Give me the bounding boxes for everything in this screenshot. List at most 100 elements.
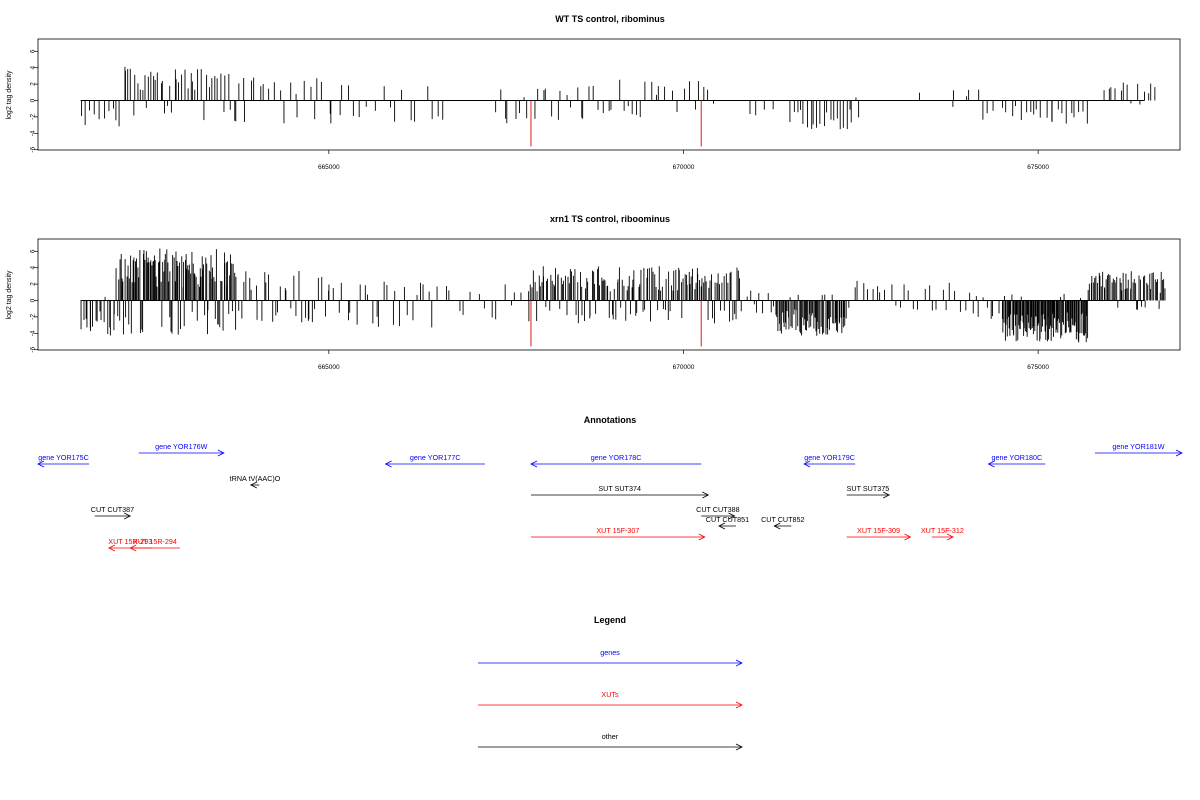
feature-xut: XUT 15F-312 — [921, 526, 964, 541]
y-tick-label: 2 — [30, 282, 37, 286]
legend-label: other — [602, 732, 619, 741]
panel-xrn1: xrn1 TS control, riboominus log2 tag den… — [6, 214, 1181, 371]
y-tick-label: 0 — [30, 298, 37, 302]
feature-xut: XUT 15F-307 — [530, 526, 706, 541]
y-axis-label: log2 tag density — [6, 70, 13, 120]
feature-other: tRNA tV(AAC)O — [230, 474, 281, 489]
x-tick-label: 675000 — [1027, 164, 1049, 171]
annotations-title: Annotations — [584, 415, 637, 425]
y-tick-label: 2 — [30, 82, 37, 86]
arrow-head — [735, 743, 743, 751]
plot-frame — [37, 38, 1181, 151]
y-tick-label: -4 — [30, 130, 37, 136]
legend: Legend genes XUTs other — [478, 615, 743, 751]
legend-entry: XUTs — [478, 690, 743, 709]
y-axis: 6 4 2 0 -2 -4 -6 — [30, 49, 38, 153]
feature-label: XUT 15F-309 — [857, 526, 900, 535]
y-tick-label: 4 — [30, 66, 37, 70]
arrow-head — [37, 460, 45, 468]
arrow-head — [384, 460, 392, 468]
y-tick-label: -6 — [30, 346, 37, 352]
arrow-head — [530, 460, 538, 468]
feature-label: gene YOR181W — [1112, 442, 1164, 451]
arrow-head — [728, 512, 736, 520]
feature-label: CUT CUT851 — [706, 515, 749, 524]
arrow-head — [702, 491, 710, 499]
bar-series — [80, 248, 1166, 347]
feature-other: CUT CUT388 — [696, 505, 740, 520]
arrow-head — [735, 701, 743, 709]
arrow-head — [883, 491, 891, 499]
arrow-head — [108, 544, 116, 552]
y-axis-label: log2 tag density — [6, 270, 13, 320]
feature-gene: gene YOR177C — [384, 453, 485, 468]
arrow-head — [735, 659, 743, 667]
x-tick-label: 665000 — [318, 164, 340, 171]
y-tick-label: -2 — [30, 314, 37, 320]
x-tick-label: 670000 — [673, 164, 695, 171]
y-tick-label: 6 — [30, 49, 37, 53]
feature-label: XUT 15F-307 — [596, 526, 639, 535]
arrow-head — [698, 533, 706, 541]
feature-label: tRNA tV(AAC)O — [230, 474, 281, 483]
arrow-head — [1175, 449, 1183, 457]
x-axis: 665000 670000 675000 — [318, 150, 1049, 171]
legend-label: XUTs — [601, 690, 619, 699]
feature-other: SUT SUT375 — [847, 484, 891, 499]
feature-label: XUT 15R-294 — [133, 537, 177, 546]
feature-label: gene YOR177C — [410, 453, 461, 462]
y-tick-label: 0 — [30, 98, 37, 102]
panel-wt: WT TS control, ribominus log2 tag densit… — [6, 14, 1181, 171]
feature-label: CUT CUT388 — [696, 505, 739, 514]
feature-gene: gene YOR175C — [37, 453, 90, 468]
legend-entries: genes XUTs other — [478, 648, 743, 751]
feature-label: SUT SUT375 — [847, 484, 890, 493]
legend-entry: genes — [478, 648, 743, 667]
y-tick-label: 4 — [30, 266, 37, 270]
feature-other: CUT CUT387 — [91, 505, 134, 520]
legend-label: genes — [600, 648, 620, 657]
panel-title: WT TS control, ribominus — [555, 14, 665, 24]
feature-other: CUT CUT851 — [706, 515, 749, 530]
feature-label: XUT 15R-293 — [108, 537, 152, 546]
feature-gene: gene YOR181W — [1094, 442, 1183, 457]
legend-title: Legend — [594, 615, 626, 625]
feature-other: SUT SUT374 — [530, 484, 710, 499]
feature-gene: gene YOR179C — [803, 453, 856, 468]
feature-label: CUT CUT387 — [91, 505, 134, 514]
x-tick-label: 665000 — [318, 364, 340, 371]
arrow-head — [129, 544, 137, 552]
y-tick-label: 6 — [30, 249, 37, 253]
feature-label: XUT 15F-312 — [921, 526, 964, 535]
feature-xut: XUT 15R-294 — [129, 537, 180, 552]
feature-label: gene YOR178C — [591, 453, 642, 462]
feature-gene: gene YOR176W — [138, 442, 225, 457]
legend-entry: other — [478, 732, 743, 751]
feature-gene: gene YOR178C — [530, 453, 702, 468]
feature-gene: gene YOR180C — [987, 453, 1046, 468]
arrow-head — [217, 449, 225, 457]
arrow-head — [249, 481, 257, 489]
arrow-head — [124, 512, 132, 520]
y-tick-label: -4 — [30, 330, 37, 336]
arrow-head — [987, 460, 995, 468]
arrow-head — [803, 460, 811, 468]
annotation-features: gene YOR175C gene YOR176W gene YOR177C gene… — [37, 442, 1183, 552]
feature-other: CUT CUT852 — [761, 515, 804, 530]
bar-series — [80, 66, 1156, 147]
panel-title: xrn1 TS control, riboominus — [550, 214, 670, 224]
feature-label: SUT SUT374 — [598, 484, 641, 493]
feature-xut: XUT 15F-309 — [846, 526, 912, 541]
feature-label: CUT CUT852 — [761, 515, 804, 524]
x-axis: 665000 670000 675000 — [318, 350, 1049, 371]
arrow-head — [904, 533, 912, 541]
x-tick-label: 670000 — [673, 364, 695, 371]
feature-label: gene YOR180C — [992, 453, 1043, 462]
arrow-head — [718, 522, 726, 530]
feature-label: gene YOR179C — [804, 453, 855, 462]
y-axis: 6 4 2 0 -2 -4 -6 — [30, 249, 38, 353]
feature-label: gene YOR176W — [155, 442, 207, 451]
y-tick-label: -2 — [30, 114, 37, 120]
